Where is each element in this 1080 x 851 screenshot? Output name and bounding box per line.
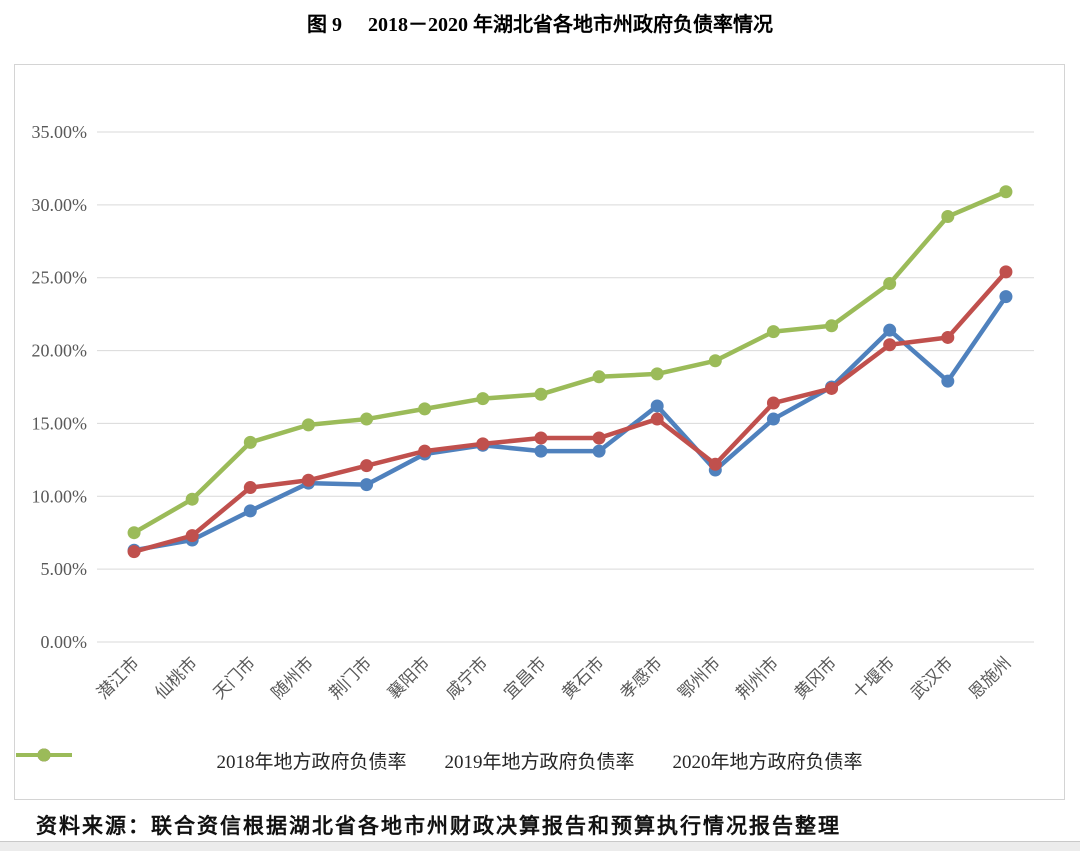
line-chart-plot: 0.00% 5.00% 10.00% 15.00% 20.00% 25.00% 30.00%…	[32, 122, 1034, 703]
data-point-marker	[592, 370, 606, 384]
data-point-marker	[360, 478, 374, 492]
figure-number: 图 9	[307, 14, 342, 36]
data-point-marker	[999, 290, 1013, 304]
data-point-marker	[592, 444, 606, 458]
data-point-marker	[127, 526, 141, 540]
data-point-marker	[243, 435, 257, 449]
data-point-marker	[360, 459, 374, 473]
x-category-label: 黄冈市	[791, 653, 840, 702]
y-tick-label: 0.00%	[41, 632, 88, 652]
series-line	[131, 294, 1009, 553]
y-tick-label: 25.00%	[32, 268, 88, 288]
data-point-marker	[418, 444, 432, 458]
data-point-marker	[301, 418, 315, 432]
data-point-marker	[360, 412, 374, 426]
data-point-marker	[766, 325, 780, 339]
data-point-marker	[766, 396, 780, 410]
legend-label: 2019年地方政府负债率	[444, 752, 635, 773]
series-line	[131, 189, 1009, 535]
bottom-strip	[0, 841, 1080, 851]
x-category-label: 仙桃市	[152, 653, 201, 702]
legend-item-2019: 2019年地方政府负债率	[16, 747, 635, 774]
data-point-marker	[708, 457, 722, 471]
figure-title-text: 2018－2020 年湖北省各地市州政府负债率情况	[368, 14, 773, 36]
data-point-marker	[243, 481, 257, 495]
legend-label: 2018年地方政府负债率	[216, 752, 407, 773]
data-point-marker	[999, 185, 1013, 199]
data-point-marker	[883, 277, 897, 291]
x-category-label: 襄阳市	[383, 653, 433, 703]
x-category-label: 十堰市	[849, 653, 898, 702]
y-tick-label: 35.00%	[32, 122, 88, 142]
data-point-marker	[883, 338, 897, 352]
data-point-marker	[592, 431, 606, 445]
x-category-label: 潜江市	[93, 653, 142, 702]
chart-legend: 2018年地方政府负债率 2019年地方政府负债率 2020年地方政府负债率	[15, 747, 1064, 774]
x-category-label: 荆门市	[326, 653, 375, 702]
data-point-marker	[243, 504, 257, 518]
data-point-marker	[999, 265, 1013, 279]
x-category-label: 咸宁市	[442, 653, 491, 702]
y-tick-label: 15.00%	[32, 413, 88, 433]
legend-label: 2020年地方政府负债率	[672, 752, 863, 773]
chart-container: 0.00% 5.00% 10.00% 15.00% 20.00% 25.00% 30.00%…	[14, 64, 1065, 800]
data-point-marker	[941, 210, 955, 224]
data-point-marker	[825, 319, 839, 333]
data-point-marker	[534, 431, 548, 445]
y-tick-label: 30.00%	[32, 195, 88, 215]
data-point-marker	[476, 392, 490, 406]
data-point-marker	[534, 387, 548, 401]
data-point-marker	[127, 545, 141, 559]
y-tick-label: 5.00%	[41, 559, 88, 579]
x-category-label: 荆州市	[733, 653, 782, 702]
data-point-marker	[476, 437, 490, 451]
x-category-label: 随州市	[268, 653, 317, 702]
x-category-label: 孝感市	[617, 653, 666, 702]
data-point-marker	[941, 330, 955, 344]
y-tick-label: 10.00%	[32, 486, 88, 506]
series-line	[131, 269, 1009, 554]
data-point-marker	[185, 492, 199, 506]
page-title: 图 9 2018－2020 年湖北省各地市州政府负债率情况	[0, 8, 1080, 37]
x-category-label: 恩施州	[965, 653, 1014, 702]
x-category-label: 天门市	[210, 653, 259, 702]
data-point-marker	[301, 473, 315, 487]
data-point-marker	[650, 399, 664, 413]
x-category-label: 武汉市	[907, 653, 956, 702]
x-category-label: 宜昌市	[500, 653, 549, 702]
x-category-label: 鄂州市	[675, 653, 724, 702]
x-category-label: 黄石市	[558, 653, 607, 702]
data-point-marker	[766, 412, 780, 426]
data-point-marker	[418, 402, 432, 416]
legend-item-2018: 2018年地方政府负债率	[16, 747, 407, 774]
legend-item-2020: 2020年地方政府负债率	[16, 747, 863, 774]
data-point-marker	[650, 412, 664, 426]
data-point-marker	[825, 381, 839, 395]
data-point-marker	[708, 354, 722, 368]
y-tick-label: 20.00%	[32, 341, 88, 361]
data-point-marker	[883, 323, 897, 337]
line-marker-icon	[16, 748, 72, 762]
data-point-marker	[941, 374, 955, 388]
source-note: 资料来源：联合资信根据湖北省各地市州财政决算报告和预算执行情况报告整理	[36, 814, 841, 838]
data-point-marker	[650, 367, 664, 381]
data-point-marker	[185, 529, 199, 543]
data-point-marker	[534, 444, 548, 458]
